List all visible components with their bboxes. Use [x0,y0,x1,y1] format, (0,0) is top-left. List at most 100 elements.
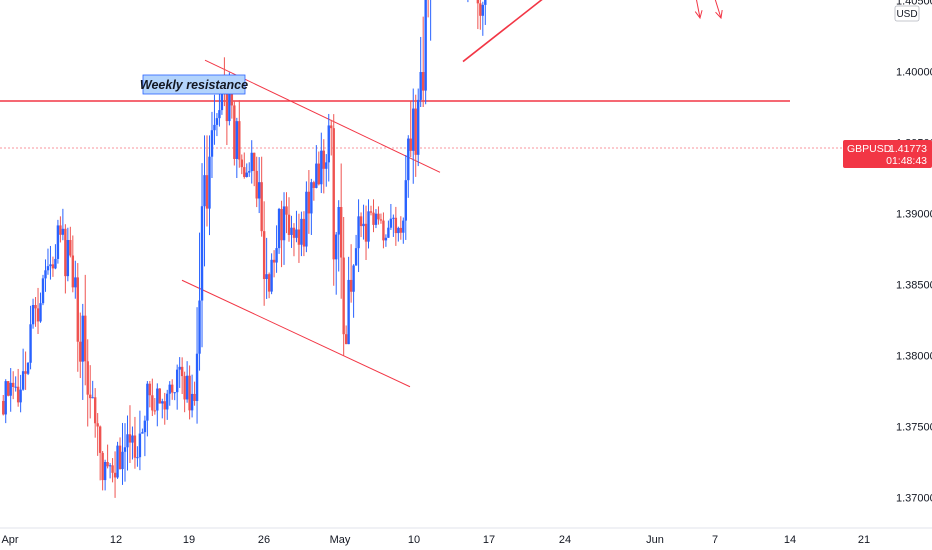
candle [481,1,485,36]
candle [158,388,161,404]
x-tick-label: 17 [483,534,495,546]
candle [146,381,149,437]
candle [233,101,236,166]
candle [141,428,144,434]
projection-arrow-2[interactable] [662,0,723,20]
candle [9,368,12,412]
candle [126,415,129,471]
candle [394,206,398,246]
candle [357,199,360,273]
candle [374,209,378,229]
candle [101,451,104,491]
candle [421,16,425,107]
candle [163,392,166,425]
candle [61,208,65,241]
candle [166,389,169,420]
candle [467,0,469,3]
x-tick-labels: Apr 12 19 26 May 10 17 24 Jun 7 14 21 [1,534,870,546]
candle [148,381,152,408]
candle [36,287,40,335]
candle [312,180,316,201]
y-tick-label: 1.40500 [896,0,932,8]
weekly-resistance-text: Weekly resistance [140,78,248,92]
x-tick-label: 12 [110,534,122,546]
candle [277,207,281,254]
candle [377,206,380,225]
x-tick-label: 7 [712,534,718,546]
candle [183,371,186,413]
y-tick-label: 1.37000 [896,493,932,505]
candle [131,426,134,460]
price-axis[interactable]: USD 1.37000 1.37500 1.38000 1.38500 1.39000 1… [843,0,932,550]
candle [280,200,283,268]
candle [257,157,261,214]
projection-arrows [662,0,723,20]
candle [19,374,22,413]
candle [297,213,301,263]
candle [362,204,365,240]
candle [76,263,79,372]
candle [175,364,179,410]
candle [414,94,417,177]
y-tick-label: 1.39000 [896,209,932,221]
x-tick-label: 14 [784,534,796,546]
weekly-resistance-label[interactable]: Weekly resistance [140,74,248,95]
candle [41,274,45,306]
channel-lower-line[interactable] [181,279,411,388]
candle [108,463,112,479]
candle [272,250,276,278]
candle [305,181,308,253]
candle [84,274,87,386]
candle [190,374,194,418]
candle [188,365,191,420]
candle [56,219,60,264]
projection-arrow-1[interactable] [662,0,703,20]
candle [354,234,358,266]
candle [295,210,298,243]
candle [71,235,75,293]
x-tick-label: 19 [183,534,195,546]
candle [198,232,201,371]
candle [29,305,32,370]
candle [44,259,47,292]
candle [322,139,325,194]
candle [11,371,15,400]
candle [49,245,52,280]
y-tick-label: 1.37500 [896,422,932,434]
candle [255,156,258,208]
ascending-support-line[interactable] [462,0,680,63]
candle [315,145,318,189]
candle [178,357,181,388]
candle [479,0,482,30]
candle [317,151,321,186]
candle [240,154,243,175]
candle [399,216,403,240]
candle [369,205,373,216]
candle [330,119,333,156]
x-tick-label: 24 [559,534,571,546]
candle [31,298,35,329]
candle [195,307,199,424]
candle [143,415,147,457]
candle [392,214,395,237]
candle [59,216,62,243]
candle [26,362,30,376]
candle [118,437,122,470]
candlestick-series [2,0,487,498]
candle [34,297,37,327]
candle [156,383,159,427]
x-tick-label: 21 [858,534,870,546]
candle [136,446,139,467]
candle [367,199,370,249]
candle [24,351,27,390]
candle [79,312,82,379]
candle [409,101,412,158]
candle [168,381,171,406]
candle [215,113,219,137]
candle [417,88,420,167]
last-price-label: 1.41773 [889,143,927,155]
candle [342,216,345,356]
x-tick-label: May [330,534,351,546]
time-axis[interactable]: Apr 12 19 26 May 10 17 24 Jun 7 14 21 [0,527,932,550]
